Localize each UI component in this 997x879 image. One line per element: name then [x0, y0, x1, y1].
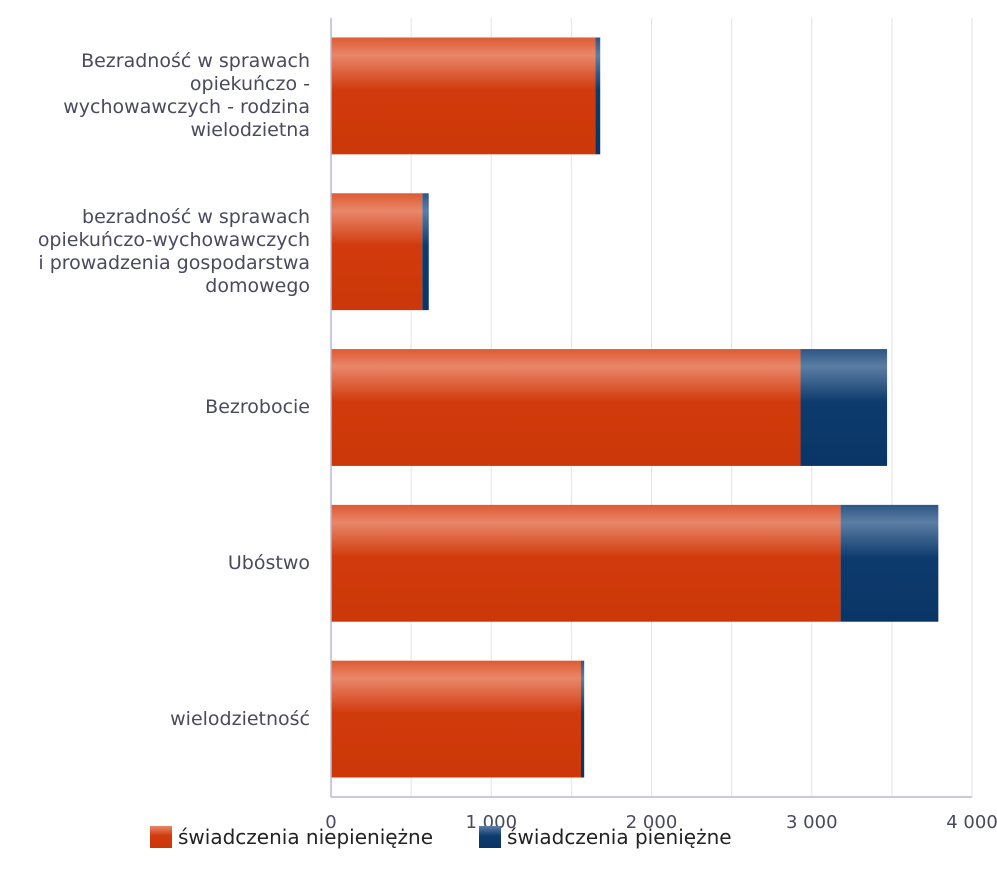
bar-segment-pieniezne[interactable] [580, 660, 585, 778]
legend-label: świadczenia niepieniężne [178, 825, 434, 849]
legend-item-pieniezne[interactable]: świadczenia pieniężne [479, 825, 732, 849]
bar-segment-pieniezne[interactable] [422, 193, 429, 311]
x-tick-label: 4 000 [946, 812, 997, 833]
bar-segment-niepieniezne[interactable] [331, 660, 581, 778]
bar-segment-pieniezne[interactable] [840, 504, 939, 622]
category-label: Bezrobocie [205, 396, 310, 418]
legend: świadczenia niepieniężne świadczenia pie… [150, 825, 732, 849]
category-label: bezradność w sprawach opiekuńczo-wychowa… [37, 205, 310, 297]
legend-swatch-orange [150, 826, 172, 848]
bar-segment-niepieniezne[interactable] [331, 193, 423, 311]
category-label: Bezradność w sprawach opiekuńczo - wycho… [63, 49, 310, 141]
category-label: Ubóstwo [227, 551, 310, 574]
bar-segment-niepieniezne[interactable] [331, 37, 596, 155]
legend-item-niepieniezne[interactable]: świadczenia niepieniężne [150, 825, 433, 849]
legend-swatch-blue [479, 826, 502, 848]
x-tick-label: 0 [325, 812, 336, 833]
x-tick-label: 1 000 [465, 812, 517, 833]
bar-segment-niepieniezne[interactable] [331, 504, 841, 622]
category-label: wielodzietność [170, 707, 310, 730]
x-tick-label: 3 000 [786, 812, 838, 833]
legend-label: świadczenia pieniężne [507, 825, 732, 849]
bar-segment-pieniezne[interactable] [800, 349, 888, 466]
bars-group [331, 37, 939, 778]
bar-segment-niepieniezne[interactable] [331, 349, 801, 466]
bar-segment-pieniezne[interactable] [595, 37, 601, 155]
x-axis: 0 1 000 2 000 3 000 4 000 [325, 18, 997, 833]
x-tick-label: 2 000 [626, 812, 678, 833]
